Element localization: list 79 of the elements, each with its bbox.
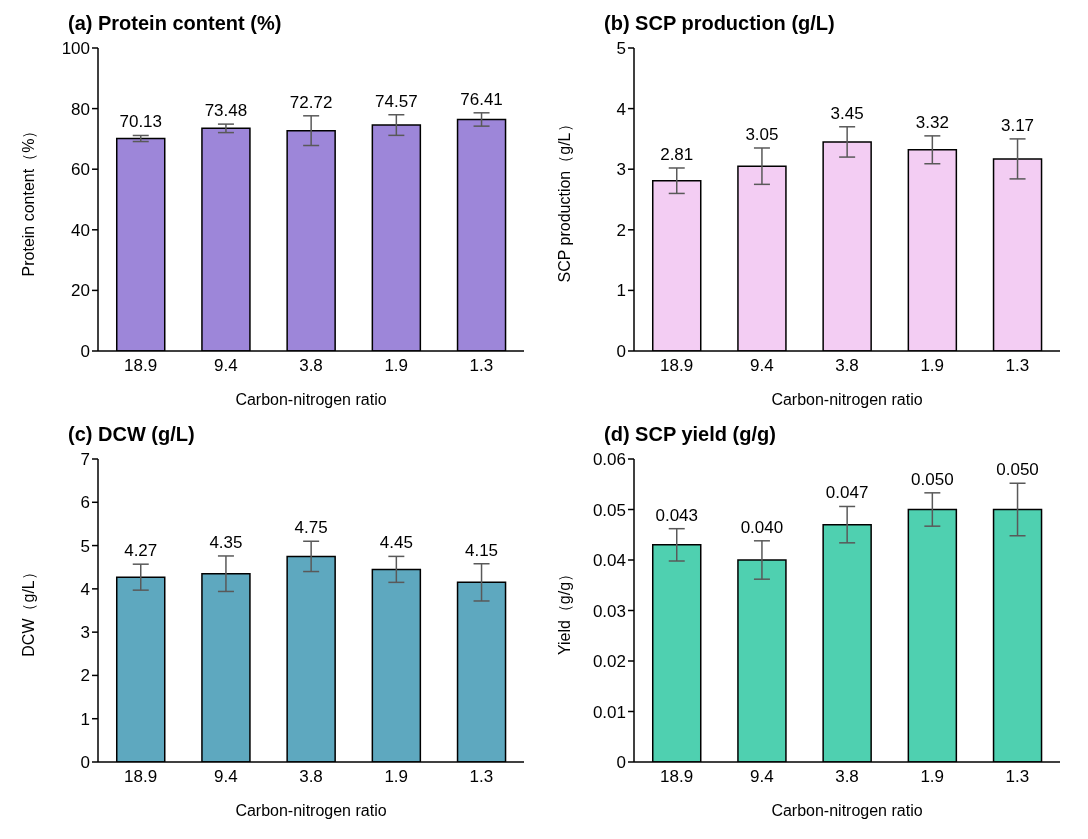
x-tick-label: 9.4 [213, 767, 238, 787]
y-tick-label: 4 [80, 579, 90, 599]
data-label: 2.81 [660, 144, 694, 164]
data-label: 3.45 [830, 103, 864, 123]
y-tick-label: 0.04 [592, 551, 626, 571]
data-label: 0.050 [911, 469, 954, 489]
y-tick-label: 1 [80, 709, 90, 729]
x-tick-label: 1.3 [469, 767, 494, 787]
x-tick-label: 1.9 [384, 767, 409, 787]
x-tick-label: 3.8 [835, 356, 859, 376]
y-tick-label: 7 [80, 450, 90, 470]
y-tick-label: 100 [61, 39, 90, 59]
x-tick-label: 3.8 [299, 356, 323, 376]
y-tick-label: 80 [71, 99, 90, 119]
x-tick-label: 1.3 [1005, 767, 1030, 787]
chart-title: (c) DCW (g/L) [68, 423, 195, 446]
y-tick-label: 0.02 [592, 652, 626, 672]
x-tick-label: 1.9 [920, 356, 945, 376]
x-axis-title: Carbon-nitrogen ratio [771, 391, 923, 408]
data-label: 4.35 [209, 532, 243, 552]
y-tick-label: 0.03 [592, 601, 626, 621]
x-tick-label: 1.9 [384, 356, 409, 376]
x-tick-label: 18.9 [660, 356, 694, 376]
y-axis-title: SCP production（g/L） [555, 116, 573, 283]
y-tick-label: 4 [616, 99, 626, 119]
x-tick-label: 3.8 [835, 767, 859, 787]
data-label: 73.48 [204, 101, 248, 121]
data-label: 70.13 [119, 112, 163, 132]
data-label: 3.05 [745, 124, 779, 144]
y-tick-label: 1 [616, 281, 626, 301]
y-tick-label: 3 [80, 623, 90, 643]
x-axis-title: Carbon-nitrogen ratio [235, 802, 387, 819]
y-axis-title: Yield（g/g） [555, 565, 573, 656]
x-axis-title: Carbon-nitrogen ratio [235, 391, 387, 408]
data-label: 4.27 [124, 541, 158, 561]
y-tick-label: 5 [616, 39, 626, 59]
data-label: 3.17 [1001, 115, 1035, 135]
x-tick-label: 1.9 [920, 767, 945, 787]
x-tick-label: 9.4 [749, 767, 774, 787]
y-tick-label: 2 [616, 220, 626, 240]
data-label: 0.043 [655, 505, 699, 525]
x-tick-label: 9.4 [749, 356, 774, 376]
data-label: 4.45 [379, 533, 413, 553]
x-tick-label: 9.4 [213, 356, 238, 376]
x-tick-label: 1.3 [1005, 356, 1030, 376]
y-tick-label: 0 [616, 342, 626, 362]
data-label: 76.41 [460, 89, 503, 109]
x-axis-title: Carbon-nitrogen ratio [771, 802, 923, 819]
chart-title: (d) SCP yield (g/g) [604, 423, 776, 446]
y-tick-label: 2 [80, 666, 90, 686]
x-tick-label: 3.8 [299, 767, 323, 787]
chart-title: (a) Protein content (%) [68, 12, 282, 35]
data-label: 0.050 [996, 460, 1039, 480]
data-label: 3.32 [915, 112, 949, 132]
data-label: 0.047 [825, 483, 869, 503]
y-tick-label: 0 [616, 753, 626, 773]
y-tick-label: 0 [80, 753, 90, 773]
y-tick-label: 0.01 [592, 702, 626, 722]
y-tick-label: 40 [71, 220, 90, 240]
y-tick-label: 6 [80, 493, 90, 513]
y-tick-label: 20 [71, 281, 90, 301]
x-tick-label: 18.9 [124, 356, 158, 376]
y-tick-label: 5 [80, 536, 90, 556]
y-tick-label: 60 [71, 160, 90, 180]
x-tick-label: 1.3 [469, 356, 494, 376]
data-label: 4.75 [294, 518, 328, 538]
y-tick-label: 0.06 [592, 450, 626, 470]
x-tick-label: 18.9 [660, 767, 694, 787]
y-tick-label: 0.05 [592, 500, 626, 520]
data-label: 4.15 [465, 540, 499, 560]
y-axis-title: Protein content（%） [19, 122, 37, 277]
data-label: 72.72 [289, 92, 333, 112]
y-tick-label: 0 [80, 342, 90, 362]
data-label: 74.57 [375, 91, 418, 111]
y-tick-label: 3 [616, 160, 626, 180]
x-tick-label: 18.9 [124, 767, 158, 787]
data-label: 0.040 [740, 517, 784, 537]
chart-title: (b) SCP production (g/L) [604, 12, 835, 35]
y-axis-title: DCW（g/L） [19, 564, 37, 657]
